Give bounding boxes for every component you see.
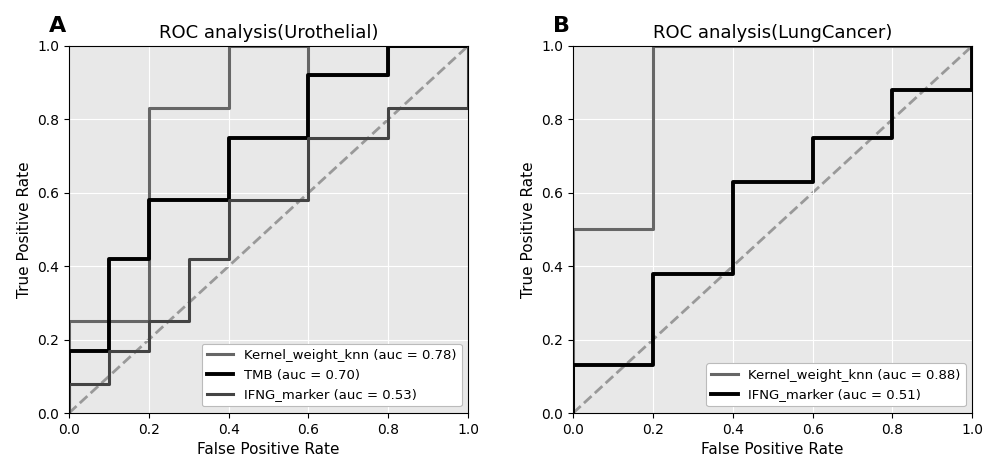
Kernel_weight_knn (auc = 0.88) — [647, 227, 659, 232]
Kernel_weight_knn (auc = 0.78) — [143, 105, 155, 111]
IFNG_marker (auc = 0.53) — [143, 319, 155, 324]
Kernel_weight_knn (auc = 0.88) — [567, 410, 579, 416]
IFNG_marker (auc = 0.51) — [807, 135, 819, 140]
TMB (auc = 0.70) — [302, 135, 314, 140]
Line: Kernel_weight_knn (auc = 0.88): Kernel_weight_knn (auc = 0.88) — [573, 46, 972, 413]
IFNG_marker (auc = 0.51) — [807, 179, 819, 184]
IFNG_marker (auc = 0.53) — [103, 348, 115, 354]
IFNG_marker (auc = 0.53) — [223, 197, 235, 203]
Legend: Kernel_weight_knn (auc = 0.88), IFNG_marker (auc = 0.51): Kernel_weight_knn (auc = 0.88), IFNG_mar… — [706, 363, 966, 407]
Line: IFNG_marker (auc = 0.51): IFNG_marker (auc = 0.51) — [573, 46, 972, 413]
TMB (auc = 0.70) — [143, 197, 155, 203]
TMB (auc = 0.70) — [302, 73, 314, 78]
IFNG_marker (auc = 0.53) — [382, 135, 394, 140]
Kernel_weight_knn (auc = 0.78) — [382, 43, 394, 49]
Kernel_weight_knn (auc = 0.78) — [302, 43, 314, 49]
IFNG_marker (auc = 0.53) — [63, 381, 75, 386]
TMB (auc = 0.70) — [103, 256, 115, 262]
IFNG_marker (auc = 0.53) — [302, 135, 314, 140]
Kernel_weight_knn (auc = 0.78) — [223, 43, 235, 49]
IFNG_marker (auc = 0.51) — [647, 271, 659, 276]
X-axis label: False Positive Rate: False Positive Rate — [197, 442, 340, 457]
Kernel_weight_knn (auc = 0.78) — [462, 43, 474, 49]
IFNG_marker (auc = 0.51) — [567, 410, 579, 416]
Kernel_weight_knn (auc = 0.78) — [143, 319, 155, 324]
Legend: Kernel_weight_knn (auc = 0.78), TMB (auc = 0.70), IFNG_marker (auc = 0.53): Kernel_weight_knn (auc = 0.78), TMB (auc… — [202, 344, 462, 407]
IFNG_marker (auc = 0.53) — [302, 197, 314, 203]
TMB (auc = 0.70) — [382, 73, 394, 78]
IFNG_marker (auc = 0.53) — [103, 381, 115, 386]
IFNG_marker (auc = 0.53) — [63, 410, 75, 416]
TMB (auc = 0.70) — [103, 348, 115, 354]
Kernel_weight_knn (auc = 0.78) — [302, 73, 314, 78]
Line: TMB (auc = 0.70): TMB (auc = 0.70) — [69, 46, 468, 413]
IFNG_marker (auc = 0.51) — [886, 135, 898, 140]
Text: A: A — [49, 17, 66, 36]
IFNG_marker (auc = 0.51) — [886, 87, 898, 93]
TMB (auc = 0.70) — [223, 197, 235, 203]
IFNG_marker (auc = 0.53) — [223, 256, 235, 262]
IFNG_marker (auc = 0.51) — [727, 179, 739, 184]
IFNG_marker (auc = 0.51) — [727, 271, 739, 276]
IFNG_marker (auc = 0.53) — [183, 319, 195, 324]
IFNG_marker (auc = 0.51) — [647, 363, 659, 368]
Kernel_weight_knn (auc = 0.88) — [567, 227, 579, 232]
TMB (auc = 0.70) — [462, 43, 474, 49]
TMB (auc = 0.70) — [382, 43, 394, 49]
TMB (auc = 0.70) — [223, 135, 235, 140]
Kernel_weight_knn (auc = 0.78) — [223, 105, 235, 111]
IFNG_marker (auc = 0.53) — [462, 43, 474, 49]
Kernel_weight_knn (auc = 0.78) — [63, 410, 75, 416]
TMB (auc = 0.70) — [63, 410, 75, 416]
Line: IFNG_marker (auc = 0.53): IFNG_marker (auc = 0.53) — [69, 46, 468, 413]
Line: Kernel_weight_knn (auc = 0.78): Kernel_weight_knn (auc = 0.78) — [69, 46, 468, 413]
Text: B: B — [553, 17, 570, 36]
IFNG_marker (auc = 0.53) — [143, 348, 155, 354]
Kernel_weight_knn (auc = 0.88) — [647, 43, 659, 49]
IFNG_marker (auc = 0.53) — [382, 105, 394, 111]
Kernel_weight_knn (auc = 0.88) — [966, 43, 978, 49]
Kernel_weight_knn (auc = 0.78) — [63, 319, 75, 324]
IFNG_marker (auc = 0.51) — [966, 43, 978, 49]
Kernel_weight_knn (auc = 0.78) — [462, 43, 474, 49]
IFNG_marker (auc = 0.51) — [567, 363, 579, 368]
Kernel_weight_knn (auc = 0.78) — [382, 73, 394, 78]
Title: ROC analysis(LungCancer): ROC analysis(LungCancer) — [653, 24, 892, 42]
IFNG_marker (auc = 0.53) — [183, 256, 195, 262]
TMB (auc = 0.70) — [63, 348, 75, 354]
X-axis label: False Positive Rate: False Positive Rate — [701, 442, 844, 457]
Title: ROC analysis(Urothelial): ROC analysis(Urothelial) — [159, 24, 378, 42]
Kernel_weight_knn (auc = 0.88) — [966, 43, 978, 49]
Y-axis label: True Positive Rate: True Positive Rate — [17, 161, 32, 298]
TMB (auc = 0.70) — [143, 256, 155, 262]
Y-axis label: True Positive Rate: True Positive Rate — [521, 161, 536, 298]
